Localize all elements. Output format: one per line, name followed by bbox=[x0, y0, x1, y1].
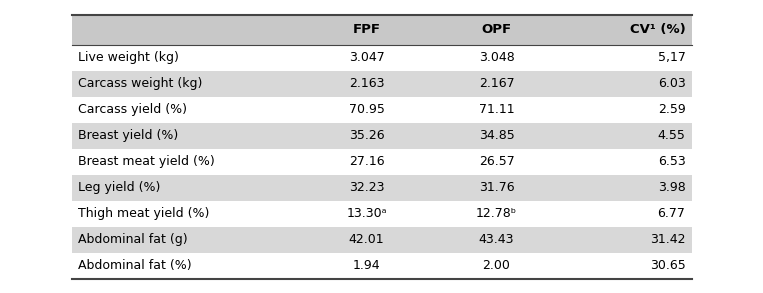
Text: 3.98: 3.98 bbox=[658, 181, 685, 194]
Text: Carcass weight (kg): Carcass weight (kg) bbox=[78, 77, 202, 90]
Bar bbox=[432, 253, 562, 279]
Bar bbox=[301, 200, 432, 226]
Bar bbox=[301, 149, 432, 175]
Bar bbox=[562, 149, 691, 175]
Text: 3.048: 3.048 bbox=[478, 51, 514, 64]
Bar bbox=[432, 14, 562, 45]
Bar bbox=[72, 253, 301, 279]
Bar bbox=[301, 14, 432, 45]
Text: CV¹ (%): CV¹ (%) bbox=[629, 23, 685, 36]
Text: 3.047: 3.047 bbox=[349, 51, 385, 64]
Bar bbox=[562, 226, 691, 253]
Text: Carcass yield (%): Carcass yield (%) bbox=[78, 103, 186, 116]
Text: 2.59: 2.59 bbox=[658, 103, 685, 116]
Text: 71.11: 71.11 bbox=[478, 103, 514, 116]
Text: 35.26: 35.26 bbox=[349, 129, 385, 142]
Bar bbox=[72, 122, 301, 149]
Text: 30.65: 30.65 bbox=[650, 259, 685, 272]
Text: Live weight (kg): Live weight (kg) bbox=[78, 51, 179, 64]
Bar bbox=[301, 71, 432, 96]
Bar bbox=[432, 200, 562, 226]
Text: Leg yield (%): Leg yield (%) bbox=[78, 181, 160, 194]
Text: 6.77: 6.77 bbox=[658, 207, 685, 220]
Text: 32.23: 32.23 bbox=[349, 181, 385, 194]
Bar bbox=[72, 96, 301, 122]
Text: 31.42: 31.42 bbox=[650, 233, 685, 246]
Bar bbox=[432, 45, 562, 71]
Text: 5,17: 5,17 bbox=[658, 51, 685, 64]
Text: 2.00: 2.00 bbox=[482, 259, 510, 272]
Text: 34.85: 34.85 bbox=[478, 129, 514, 142]
Bar bbox=[562, 71, 691, 96]
Bar bbox=[72, 14, 301, 45]
Text: 27.16: 27.16 bbox=[349, 155, 385, 168]
Text: 2.167: 2.167 bbox=[478, 77, 514, 90]
Bar bbox=[562, 45, 691, 71]
Text: 12.78ᵇ: 12.78ᵇ bbox=[476, 207, 517, 220]
Bar bbox=[432, 122, 562, 149]
Bar bbox=[432, 175, 562, 200]
Text: Breast meat yield (%): Breast meat yield (%) bbox=[78, 155, 214, 168]
Text: 42.01: 42.01 bbox=[349, 233, 385, 246]
Bar bbox=[301, 175, 432, 200]
Bar bbox=[562, 200, 691, 226]
Text: 1.94: 1.94 bbox=[353, 259, 380, 272]
Text: 26.57: 26.57 bbox=[478, 155, 514, 168]
Text: 43.43: 43.43 bbox=[478, 233, 514, 246]
Text: 13.30ᵃ: 13.30ᵃ bbox=[346, 207, 387, 220]
Text: Thigh meat yield (%): Thigh meat yield (%) bbox=[78, 207, 209, 220]
Text: Abdominal fat (%): Abdominal fat (%) bbox=[78, 259, 191, 272]
Text: Abdominal fat (g): Abdominal fat (g) bbox=[78, 233, 187, 246]
Bar bbox=[72, 226, 301, 253]
Bar bbox=[301, 122, 432, 149]
Bar bbox=[301, 226, 432, 253]
Text: 70.95: 70.95 bbox=[349, 103, 385, 116]
Bar bbox=[432, 149, 562, 175]
Bar bbox=[432, 96, 562, 122]
Bar bbox=[72, 71, 301, 96]
Text: 31.76: 31.76 bbox=[478, 181, 514, 194]
Bar bbox=[301, 96, 432, 122]
Text: 2.163: 2.163 bbox=[349, 77, 385, 90]
Bar bbox=[72, 45, 301, 71]
Text: 4.55: 4.55 bbox=[658, 129, 685, 142]
Text: OPF: OPF bbox=[481, 23, 511, 36]
Text: 6.53: 6.53 bbox=[658, 155, 685, 168]
Text: 6.03: 6.03 bbox=[658, 77, 685, 90]
Bar bbox=[72, 175, 301, 200]
Bar bbox=[562, 122, 691, 149]
Bar bbox=[301, 45, 432, 71]
Bar bbox=[72, 200, 301, 226]
Bar bbox=[432, 71, 562, 96]
Bar bbox=[72, 149, 301, 175]
Text: Breast yield (%): Breast yield (%) bbox=[78, 129, 178, 142]
Bar bbox=[562, 14, 691, 45]
Text: FPF: FPF bbox=[353, 23, 381, 36]
Bar bbox=[562, 175, 691, 200]
Bar bbox=[562, 96, 691, 122]
Bar bbox=[301, 253, 432, 279]
Bar bbox=[562, 253, 691, 279]
Bar bbox=[432, 226, 562, 253]
